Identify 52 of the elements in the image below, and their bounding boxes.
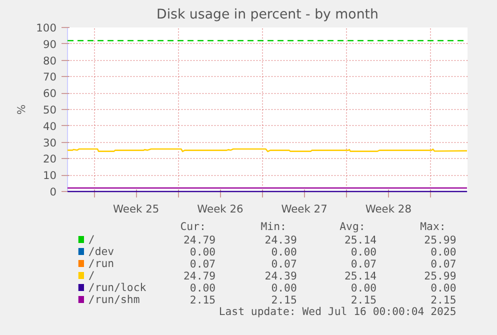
text: 0.00 <box>430 246 456 258</box>
legend-label: /dev <box>88 245 114 258</box>
text: 2.15 <box>350 294 377 306</box>
text: 0.00 <box>190 282 216 294</box>
y-tick-label: 70 <box>42 70 57 84</box>
text: 2.15 <box>271 294 297 306</box>
text: 24.79 <box>184 270 216 282</box>
text: 0.00 <box>271 246 297 258</box>
y-tick-label: 100 <box>36 22 57 34</box>
legend-label: / <box>88 269 95 282</box>
text: 2.15 <box>190 294 216 306</box>
text: 0.00 <box>350 246 377 258</box>
text: 0.07 <box>190 258 216 270</box>
x-tick-label: Week 28 <box>365 202 412 216</box>
text: 0.00 <box>430 282 456 294</box>
text: 0.07 <box>430 258 456 270</box>
y-tick-label: 30 <box>42 136 57 150</box>
text: 2.15 <box>430 294 456 306</box>
text: 0.07 <box>271 258 297 270</box>
text: Cur: <box>180 220 206 233</box>
y-tick-label: 40 <box>42 120 57 133</box>
text: Last update: Wed Jul 16 00:00:04 2025 <box>218 305 456 318</box>
y-tick-label: 10 <box>42 169 57 182</box>
text: 25.99 <box>424 270 456 282</box>
text: 24.79 <box>184 234 216 246</box>
text: 0.00 <box>271 282 297 294</box>
y-tick-label: 0 <box>50 186 57 198</box>
legend-label: /run/shm <box>88 293 140 306</box>
text: 25.14 <box>344 234 377 246</box>
y-tick-label: 20 <box>42 152 57 166</box>
text: 0.00 <box>350 282 377 294</box>
text: 0.00 <box>190 246 216 258</box>
legend-label: /run <box>88 257 114 270</box>
chart-title: Disk usage in percent - by month <box>156 8 378 22</box>
text: 0.07 <box>350 258 377 270</box>
y-tick-label: 50 <box>42 104 57 116</box>
y-tick-label: 90 <box>42 38 57 51</box>
y-tick-label: 80 <box>42 54 57 68</box>
text: 25.99 <box>424 234 456 246</box>
y-tick-label: 60 <box>42 87 57 100</box>
legend-label: / <box>88 233 95 246</box>
text: Min: <box>260 220 286 233</box>
text: Avg: <box>340 220 366 233</box>
x-tick-label: Week 27 <box>281 202 328 216</box>
text: Max: <box>420 220 446 233</box>
x-tick-label: Week 25 <box>113 202 160 216</box>
x-tick-label: Week 26 <box>197 202 244 216</box>
text: 25.14 <box>344 270 377 282</box>
text: 24.39 <box>264 234 297 246</box>
legend-label: /run/lock <box>88 281 147 294</box>
y-axis-title: % <box>15 104 28 115</box>
text: 24.39 <box>264 270 297 282</box>
